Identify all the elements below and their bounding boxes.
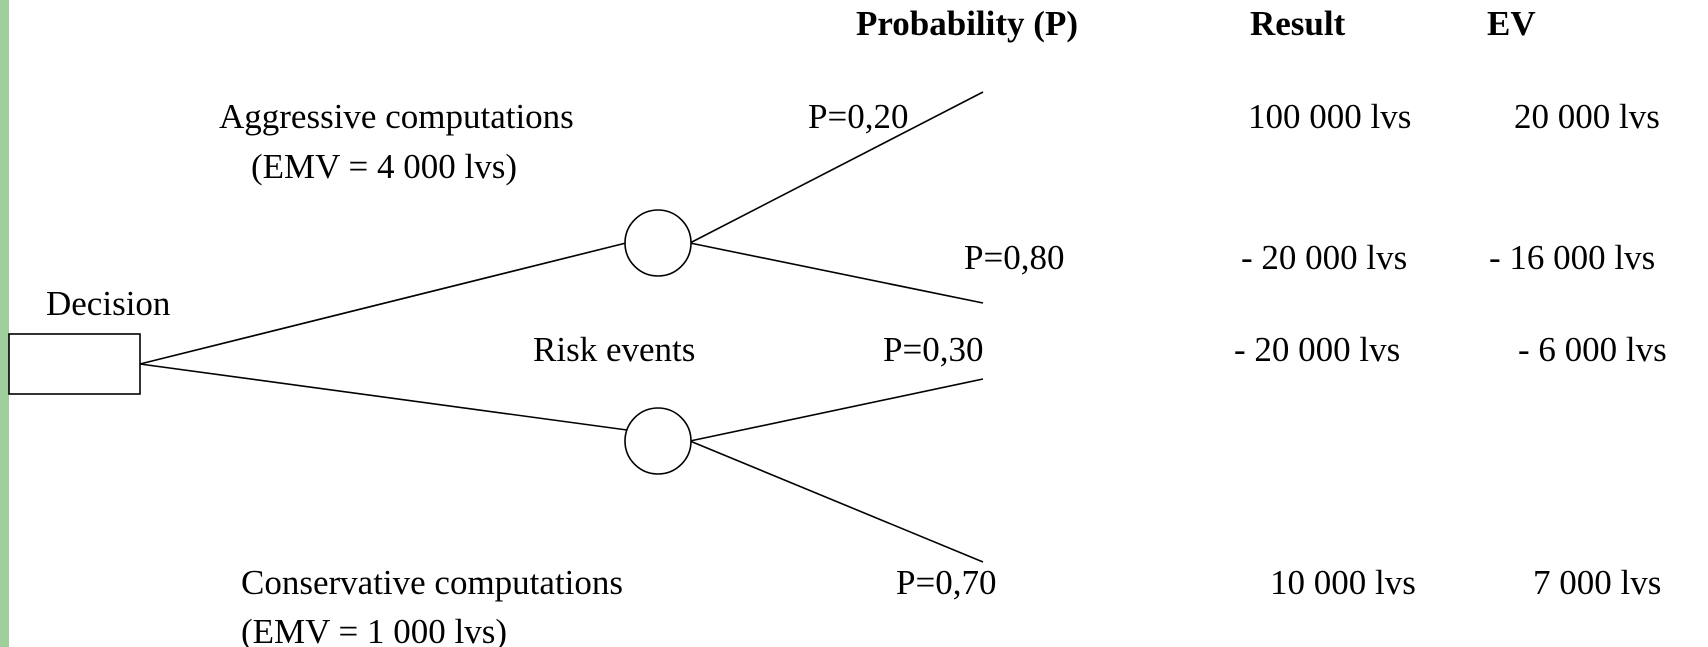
option-name: Aggressive computations (219, 97, 574, 136)
result: 100 000 lvs (1248, 97, 1411, 136)
probability: P=0,80 (964, 238, 1064, 277)
branch-line (689, 242, 984, 304)
probability: P=0,20 (808, 97, 908, 136)
chance-label: Risk events (533, 330, 695, 369)
probability: P=0,70 (896, 563, 996, 602)
branch-line (689, 440, 984, 563)
ev: - 16 000 lvs (1489, 238, 1655, 277)
header-ev: EV (1487, 4, 1536, 43)
side-strip (0, 0, 9, 647)
chance-node (624, 407, 692, 475)
branch-line (139, 242, 627, 365)
branch-line (689, 378, 984, 442)
ev: 7 000 lvs (1533, 563, 1661, 602)
branch-line (689, 91, 984, 244)
option-name: Conservative computations (241, 563, 623, 602)
result: - 20 000 lvs (1234, 330, 1400, 369)
ev: - 6 000 lvs (1518, 330, 1667, 369)
probability: P=0,30 (883, 330, 983, 369)
chance-node (624, 209, 692, 277)
header-result: Result (1250, 4, 1346, 43)
option-emv: (EMV = 4 000 lvs) (251, 147, 517, 186)
result: 10 000 lvs (1270, 563, 1416, 602)
result: - 20 000 lvs (1241, 238, 1407, 277)
header-probability: Probability (P) (856, 4, 1078, 43)
option-emv: (EMV = 1 000 lvs) (241, 612, 507, 647)
decision-label: Decision (46, 284, 170, 323)
branch-line (139, 363, 628, 431)
ev: 20 000 lvs (1514, 97, 1660, 136)
decision-node (8, 333, 141, 395)
